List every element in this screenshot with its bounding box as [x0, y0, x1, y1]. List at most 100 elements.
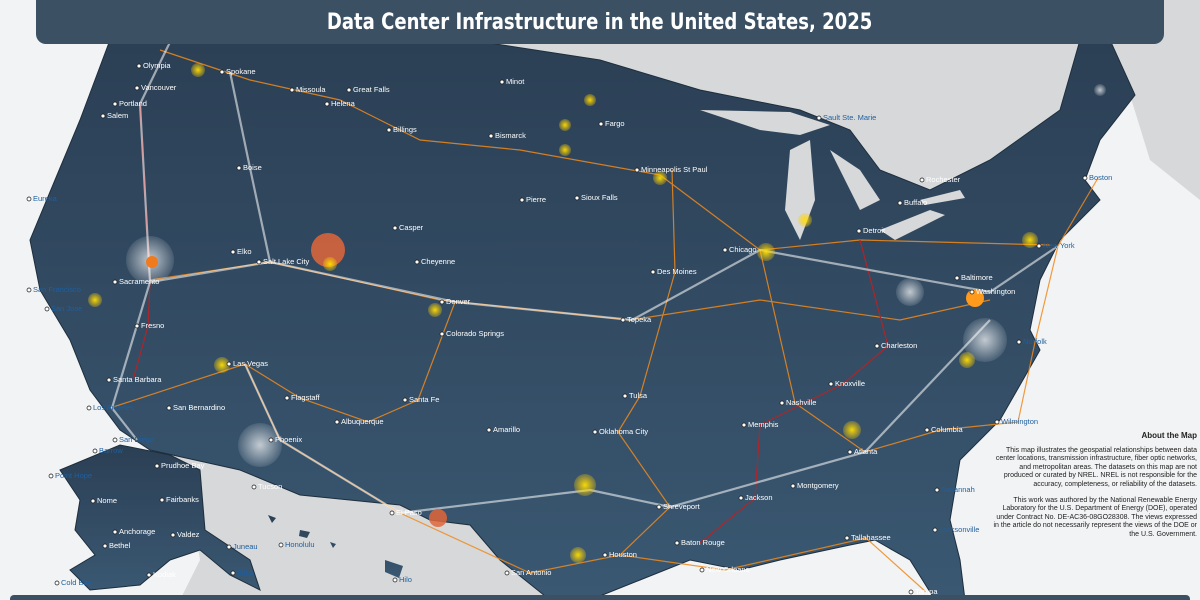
city-dot [334, 419, 340, 425]
data-center [584, 94, 596, 106]
city-dot [236, 165, 242, 171]
city-label: Santa Barbara [113, 375, 162, 384]
city-dot [278, 542, 284, 548]
city-dot [154, 463, 160, 469]
city-label: Jacksonville [939, 525, 979, 534]
city-dot [112, 529, 118, 535]
city-dot [934, 487, 940, 493]
city-dot [620, 317, 626, 323]
city-dot [26, 287, 32, 293]
city-dot [592, 429, 598, 435]
city-label: Tallahassee [851, 533, 891, 542]
city-dot [574, 195, 580, 201]
city-label: Oklahoma City [599, 427, 648, 436]
city-label: Pierre [526, 195, 546, 204]
city-dot [26, 196, 32, 202]
city-label: Bismarck [495, 131, 526, 140]
bottom-bar [10, 595, 1190, 600]
city-dot [439, 331, 445, 337]
city-dot [44, 306, 50, 312]
city-dot [289, 87, 295, 93]
city-dot [919, 177, 925, 183]
data-center [798, 213, 812, 227]
city-label: San Francisco [33, 285, 81, 294]
city-dot [219, 69, 225, 75]
city-label: Point Hope [55, 471, 92, 480]
city-label: Colorado Springs [446, 329, 504, 338]
fiber [269, 245, 1059, 322]
hawaii [268, 515, 403, 578]
city-dot [134, 85, 140, 91]
city-dot [136, 63, 142, 69]
city-label: Fargo [605, 119, 625, 128]
city-dot [392, 577, 398, 583]
city-dot [414, 259, 420, 265]
city-label: Shreveport [663, 502, 701, 511]
city-dot [251, 484, 257, 490]
city-dot [499, 79, 505, 85]
city-dot [699, 567, 705, 573]
city-label: Washington [976, 287, 1015, 296]
city-dot [134, 323, 140, 329]
city-dot [874, 343, 880, 349]
city-label: San Bernardino [173, 403, 225, 412]
city-label: Amarillo [493, 425, 520, 434]
city-dot [230, 570, 236, 576]
city-label: Savannah [941, 485, 975, 494]
city-label: Jackson [745, 493, 773, 502]
city-label: Fairbanks [166, 495, 199, 504]
city-label: Los Angeles [93, 403, 134, 412]
city-dot [1082, 175, 1088, 181]
data-center [214, 357, 230, 373]
about-panel: About the Map This map illustrates the g… [992, 431, 1198, 547]
city-dot [598, 121, 604, 127]
city-dot [1016, 339, 1022, 345]
fiber [149, 71, 272, 284]
about-paragraph: This work was authored by the National R… [993, 496, 1198, 538]
city-label: El Paso [396, 508, 422, 517]
city-label: Elko [237, 247, 252, 256]
city-label: New Orleans [706, 565, 750, 574]
city-label: Vancouver [141, 83, 177, 92]
city-dot [100, 113, 106, 119]
city-label: New York [1043, 241, 1075, 250]
city-label: Tulsa [629, 391, 648, 400]
city-label: Montgomery [797, 481, 839, 490]
city-dot [159, 497, 165, 503]
city-dot [656, 504, 662, 510]
city-label: Sacramento [119, 277, 159, 286]
city-label: Topeka [627, 315, 652, 324]
city-dot [816, 115, 822, 121]
city-dot [994, 419, 1000, 425]
city-label: Salem [107, 111, 128, 120]
city-dot [932, 527, 938, 533]
city-label: Memphis [748, 420, 779, 429]
about-paragraph: This map illustrates the geospatial rela… [995, 446, 1197, 488]
data-center [323, 257, 337, 271]
city-dot [779, 400, 785, 406]
city-dot [324, 101, 330, 107]
line [699, 239, 889, 544]
city-label: Juneau [233, 542, 258, 551]
city-dot [650, 269, 656, 275]
city-label: Casper [399, 223, 424, 232]
city-dot [48, 473, 54, 479]
city-label: Billings [393, 125, 417, 134]
city-label: Cold Bay [61, 578, 92, 587]
city-label: Santa Fe [409, 395, 439, 404]
data-center [570, 547, 586, 563]
city-label: San Jose [51, 304, 82, 313]
line [159, 49, 1051, 251]
city-dot [722, 247, 728, 253]
city-dot [102, 543, 108, 549]
city-label: Chicago [729, 245, 757, 254]
city-dot [226, 361, 232, 367]
data-center [757, 243, 775, 261]
data-center [959, 352, 975, 368]
alaska [59, 444, 261, 591]
city-dot [112, 279, 118, 285]
city-label: Minot [506, 77, 525, 86]
city-dot [790, 483, 796, 489]
line [759, 177, 1099, 453]
